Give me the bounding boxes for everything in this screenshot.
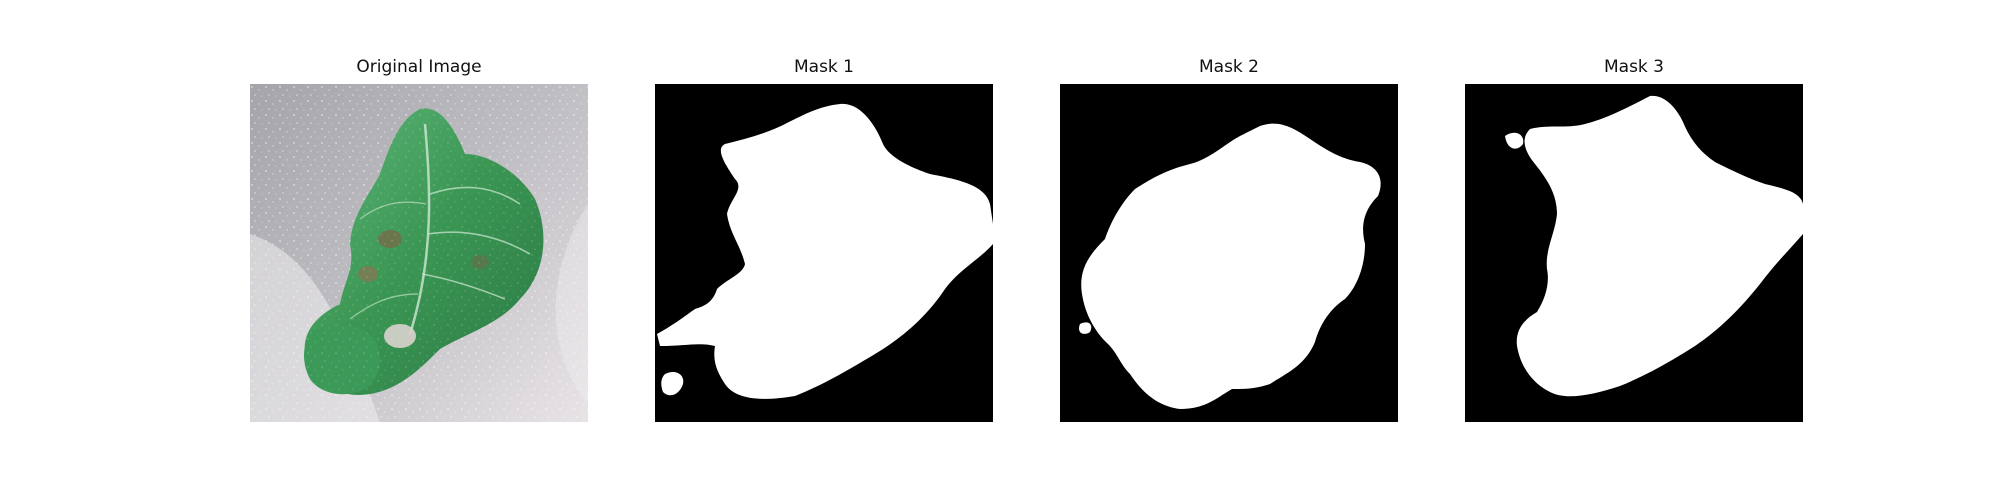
panel-title: Mask 3 bbox=[1603, 57, 1664, 77]
panel-mask-3: Mask 3 bbox=[1465, 55, 1803, 422]
panel-mask-2: Mask 2 bbox=[1060, 55, 1398, 422]
mask-2-image bbox=[1060, 84, 1398, 422]
mask-3-image bbox=[1465, 84, 1803, 422]
panel-title: Mask 1 bbox=[793, 57, 854, 77]
panel-mask-1: Mask 1 bbox=[655, 55, 993, 422]
panel-original-image: Original Image bbox=[250, 55, 588, 422]
mask-1-image bbox=[655, 84, 993, 422]
panel-title: Original Image bbox=[356, 57, 482, 77]
panel-title: Mask 2 bbox=[1198, 57, 1259, 77]
leaf-photo bbox=[250, 84, 588, 422]
